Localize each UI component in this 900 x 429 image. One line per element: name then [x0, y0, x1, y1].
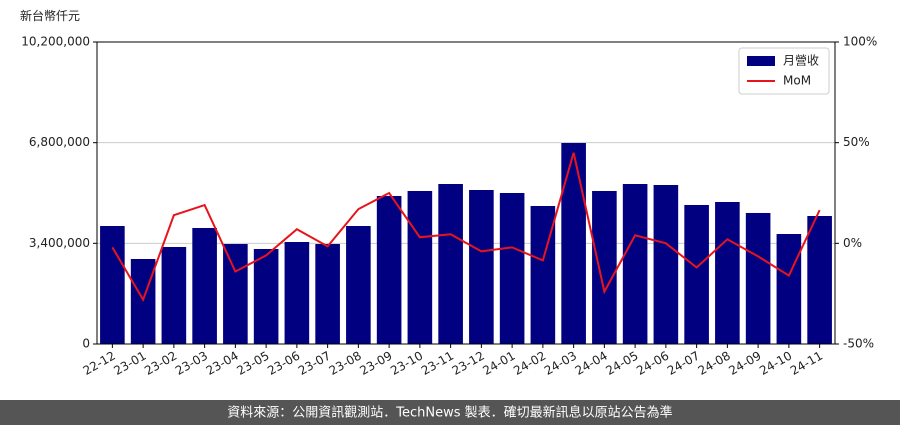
x-tick-label: 23-01 [111, 348, 148, 378]
line-series [111, 152, 821, 303]
x-tick-label: 24-02 [511, 348, 548, 378]
x-tick-label: 24-11 [788, 348, 825, 378]
x-tick-label: 23-03 [173, 348, 210, 378]
x-tick-label: 24-09 [726, 348, 763, 378]
x-tick-label: 24-08 [696, 348, 733, 378]
y-tick-label: 0 [82, 337, 90, 351]
bar [253, 248, 279, 344]
x-tick-label: 23-05 [234, 348, 271, 378]
y2-tick-label: -50% [843, 337, 874, 351]
bar [346, 226, 371, 344]
bar [592, 190, 617, 344]
bar [684, 204, 709, 344]
bar [561, 142, 586, 344]
y-axis-label: 新台幣仟元 [20, 8, 80, 23]
bar [807, 216, 832, 344]
bar [161, 247, 187, 344]
bar [407, 190, 433, 344]
x-tick-label: 24-05 [603, 348, 640, 378]
bar [223, 244, 248, 344]
footer-text: 資料來源：公開資訊觀測站．TechNews 製表．確切最新訊息以原站公告為準 [227, 405, 672, 421]
bar [376, 195, 402, 344]
x-tick-label: 23-12 [450, 348, 487, 378]
y-tick-label: 10,200,000 [21, 35, 90, 49]
footer-bar [0, 400, 900, 425]
y2-tick-label: 100% [843, 35, 877, 49]
bar [469, 190, 494, 344]
legend-label: MoM [783, 74, 811, 88]
x-tick-label: 24-03 [542, 348, 579, 378]
legend-label: 月營收 [783, 54, 819, 68]
bar [745, 212, 771, 344]
bar [192, 227, 217, 344]
x-tick-label: 24-04 [573, 348, 610, 378]
bar [653, 185, 679, 344]
x-tick-label: 23-06 [265, 348, 302, 378]
bar [715, 202, 740, 344]
y-tick-label: 6,800,000 [29, 135, 90, 149]
bar [100, 226, 125, 344]
x-tick-label: 24-01 [480, 348, 517, 378]
x-tick-label: 23-02 [142, 348, 179, 378]
plot-frame [96, 41, 836, 345]
y2-tick-label: 0% [843, 236, 862, 250]
x-tick-label: 22-12 [81, 348, 118, 378]
x-tick-label: 24-06 [634, 348, 671, 378]
y-tick-label: 3,400,000 [29, 236, 90, 250]
legend-swatch [747, 56, 775, 66]
x-tick-label: 23-07 [296, 348, 333, 378]
bar [622, 183, 648, 344]
x-tick-label: 24-07 [665, 348, 702, 378]
x-tick-label: 23-08 [327, 348, 364, 378]
x-tick-label: 23-04 [204, 348, 241, 378]
bar [315, 244, 340, 344]
bar [776, 234, 802, 344]
bar [284, 242, 310, 344]
x-tick-label: 24-10 [757, 348, 794, 378]
x-tick-label: 23-10 [388, 348, 425, 378]
bar [438, 183, 463, 344]
y2-tick-label: 50% [843, 135, 870, 149]
x-tick-label: 23-09 [357, 348, 394, 378]
bar [499, 193, 525, 344]
x-tick-label: 23-11 [419, 348, 456, 378]
